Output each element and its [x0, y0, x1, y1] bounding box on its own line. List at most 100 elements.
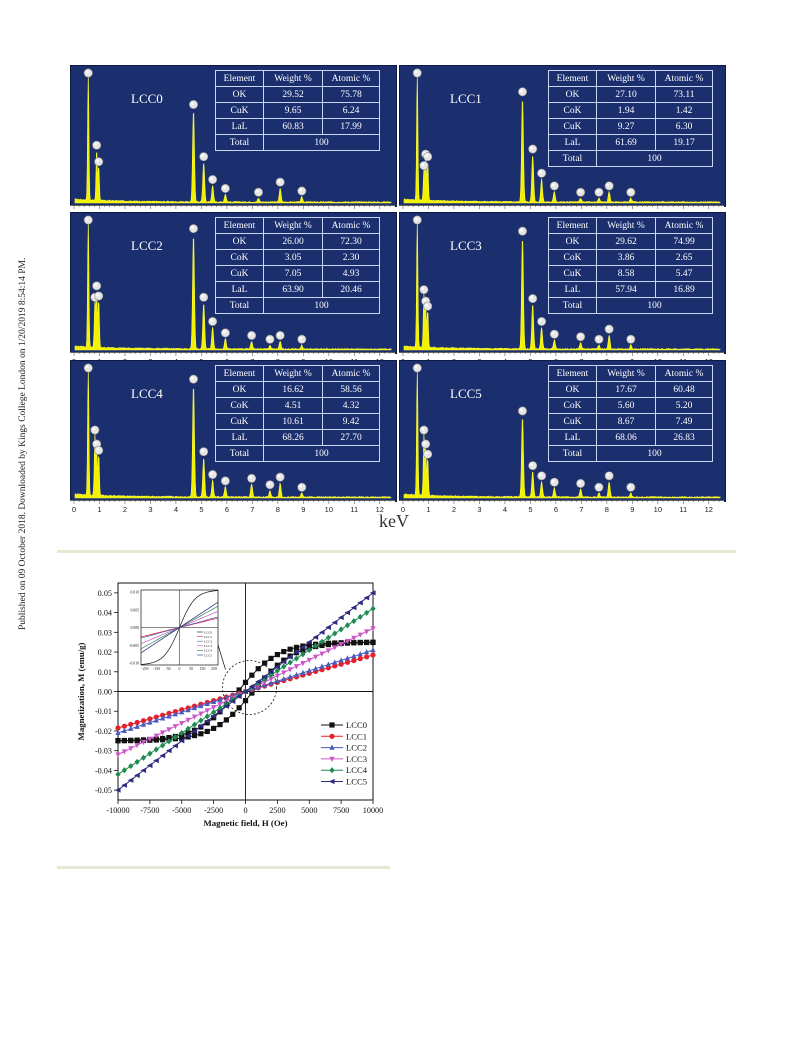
kev-tick-label: 4 — [174, 505, 178, 514]
data-point — [179, 735, 185, 741]
data-point — [293, 671, 300, 678]
element-marker-icon — [220, 476, 230, 486]
data-point — [370, 626, 376, 632]
inset-x-tick-label: -250 — [142, 667, 149, 671]
data-point — [287, 646, 293, 652]
data-point — [185, 730, 191, 736]
table-row: CuK 10.61 9.42 — [215, 413, 380, 430]
kev-tick-label: 6 — [554, 505, 558, 514]
table-cell: 1.94 — [596, 102, 656, 119]
element-marker-icon — [92, 140, 102, 150]
data-point — [134, 743, 140, 749]
data-point — [325, 661, 331, 667]
data-point — [185, 725, 191, 732]
element-marker-icon — [83, 215, 93, 225]
composition-table: Element Weight % Atomic % OK 29.62 74.99 CoK 3.… — [548, 217, 713, 314]
edx-axis-unit-label: keV — [379, 511, 409, 531]
kev-tick-label: 2 — [452, 505, 456, 514]
element-marker-icon — [528, 294, 538, 304]
data-point — [300, 660, 306, 667]
data-point — [332, 641, 338, 647]
table-header-row: Element Weight % Atomic % — [548, 217, 713, 234]
data-point — [185, 707, 191, 713]
data-point — [261, 674, 268, 680]
table-cell: CuK — [548, 265, 597, 282]
data-point — [128, 746, 134, 752]
inset-y-tick-label: 0.005 — [130, 608, 139, 612]
table-header-row: Element Weight % Atomic % — [215, 365, 380, 382]
data-point — [281, 670, 287, 676]
data-point — [121, 782, 127, 788]
table-cell: 19.17 — [655, 134, 713, 151]
data-point — [153, 717, 159, 723]
data-point — [357, 632, 363, 638]
data-point — [153, 757, 159, 764]
data-point — [140, 739, 147, 746]
data-point — [191, 732, 198, 739]
panel-label: LCC4 — [131, 386, 163, 401]
data-point — [319, 651, 325, 657]
x-tick-label: 5000 — [301, 806, 317, 815]
y-tick-label: 0.00 — [98, 688, 112, 697]
table-total-row: Total 100 — [548, 297, 713, 314]
table-cell: CuK — [548, 118, 597, 135]
table-total-label: Total — [548, 297, 597, 314]
table-cell: 58.56 — [322, 381, 380, 398]
element-marker-icon — [220, 328, 230, 338]
table-header-cell: Atomic % — [322, 365, 380, 382]
element-marker-icon — [604, 471, 614, 481]
element-marker-icon — [265, 480, 275, 490]
table-cell: CoK — [548, 102, 597, 119]
inset-legend-label: LCC5 — [204, 653, 212, 657]
data-point — [319, 663, 325, 669]
data-point — [329, 767, 335, 774]
edx-panel-lcc1: LCC1 Element Weight % Atomic % OK 27.10 73.11 C… — [399, 65, 726, 207]
element-marker-icon — [412, 68, 422, 78]
element-marker-icon — [626, 187, 636, 197]
element-marker-icon — [94, 157, 104, 167]
data-point — [287, 673, 293, 680]
inset-legend-label: LCC3 — [204, 644, 212, 648]
kev-tick-label: 4 — [503, 505, 507, 514]
kev-tick-label: 9 — [301, 505, 305, 514]
edx-spectrum-trace — [74, 219, 392, 351]
table-cell: LaL — [548, 281, 597, 298]
element-marker-icon — [94, 291, 104, 301]
table-row: CoK 4.51 4.32 — [215, 397, 380, 414]
data-point — [134, 719, 140, 726]
data-point — [370, 646, 376, 653]
element-marker-icon — [421, 439, 431, 449]
data-point — [262, 679, 268, 686]
data-point — [134, 758, 140, 766]
table-header-cell: Weight % — [263, 70, 323, 87]
table-header-cell: Weight % — [263, 365, 323, 382]
data-point — [357, 600, 363, 606]
kev-tick-label: 5 — [528, 505, 532, 514]
element-marker-icon — [265, 334, 275, 344]
data-point — [268, 680, 274, 686]
table-cell: 2.65 — [655, 249, 713, 266]
panel-label: LCC5 — [450, 386, 482, 401]
data-point — [128, 725, 134, 731]
data-point — [140, 754, 147, 761]
data-point — [134, 772, 140, 778]
table-row: OK 27.10 73.11 — [548, 86, 713, 103]
x-tick-label: 10000 — [363, 806, 383, 815]
data-point — [344, 638, 351, 645]
composition-table: Element Weight % Atomic % OK 17.67 60.48 CoK 5.… — [548, 365, 713, 462]
x-tick-label: -10000 — [106, 806, 129, 815]
table-cell: 60.48 — [655, 381, 713, 398]
inset-legend-label: LCC2 — [204, 640, 212, 644]
element-marker-icon — [549, 329, 559, 339]
table-header-cell: Weight % — [596, 70, 656, 87]
legend-label: LCC4 — [346, 765, 368, 775]
data-point — [300, 669, 306, 675]
table-cell: CuK — [548, 413, 597, 430]
table-cell: 5.20 — [655, 397, 713, 414]
table-total-row: Total 100 — [548, 150, 713, 167]
data-point — [121, 738, 127, 744]
data-point — [338, 642, 344, 648]
kev-tick-label: 3 — [148, 505, 152, 514]
table-total-value: 100 — [263, 134, 380, 151]
data-point — [216, 708, 223, 714]
